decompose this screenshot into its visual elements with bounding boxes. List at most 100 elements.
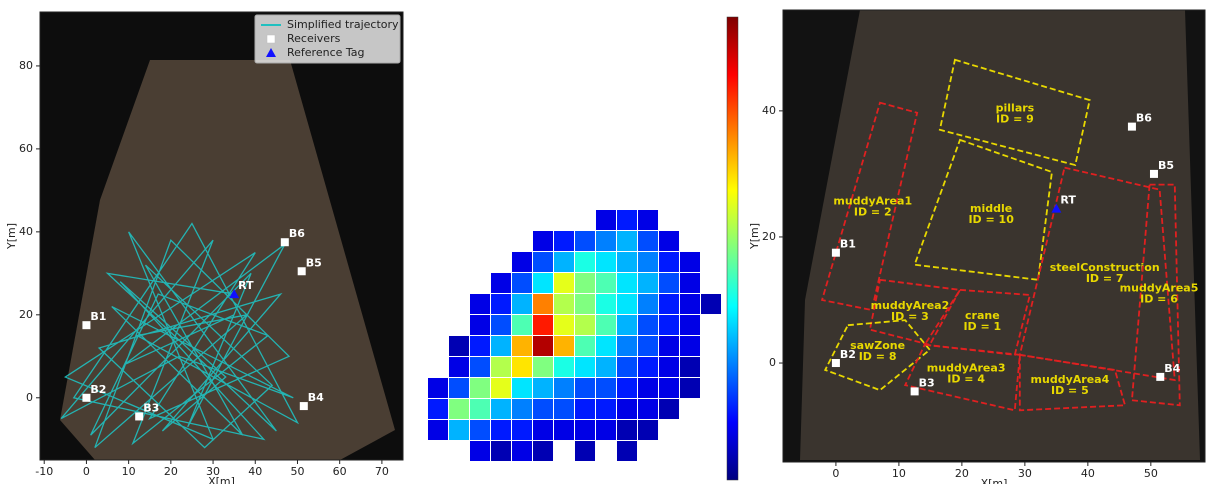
heatmap-cell xyxy=(512,315,532,335)
heatmap-cell xyxy=(680,273,700,293)
heatmap-cell xyxy=(575,336,595,356)
x-tick-label: -10 xyxy=(35,465,53,478)
y-tick-label: 20 xyxy=(19,308,33,321)
heatmap-cell xyxy=(680,357,700,377)
heatmap-cell xyxy=(659,252,679,272)
y-tick-label: 20 xyxy=(762,230,776,243)
heatmap-cell xyxy=(617,336,637,356)
heatmap-cell xyxy=(470,336,490,356)
zone-id: ID = 10 xyxy=(968,213,1014,226)
heatmap-cell xyxy=(512,441,532,461)
zone-id: ID = 7 xyxy=(1086,272,1124,285)
legend-marker xyxy=(266,34,276,44)
legend-box xyxy=(254,14,401,64)
point-label: B3 xyxy=(919,376,935,389)
point-label: RT xyxy=(238,279,254,292)
y-axis-label: Y[m] xyxy=(5,223,18,250)
receiver xyxy=(280,238,289,247)
receiver xyxy=(1156,372,1165,381)
colorbar xyxy=(726,16,739,481)
zone-id: ID = 3 xyxy=(891,310,929,323)
heatmap-cell xyxy=(638,399,658,419)
heatmap-cell xyxy=(638,378,658,398)
heatmap-cell xyxy=(659,294,679,314)
heatmap-cell xyxy=(596,399,616,419)
heatmap-cell xyxy=(596,315,616,335)
zone-name: crane xyxy=(965,309,1000,322)
heatmap-cell xyxy=(659,273,679,293)
point-label: B3 xyxy=(143,401,159,414)
zone xyxy=(820,101,919,312)
x-tick-label: 30 xyxy=(1018,467,1032,480)
heatmap-cell xyxy=(428,399,448,419)
heatmap-cell xyxy=(533,315,553,335)
x-tick-label: 10 xyxy=(892,467,906,480)
x-tick-label: 20 xyxy=(164,465,178,478)
zone-id: ID = 5 xyxy=(1051,384,1089,397)
zone xyxy=(823,319,932,392)
y-tick-label: 0 xyxy=(769,356,776,369)
zone-name: steelConstruction xyxy=(1050,261,1160,274)
heatmap-cell xyxy=(491,273,511,293)
x-axis-label: X[m] xyxy=(981,477,1008,484)
heatmap-cell xyxy=(659,315,679,335)
point-cloud xyxy=(60,60,395,460)
heatmap-cell xyxy=(575,357,595,377)
receiver xyxy=(910,387,919,396)
zone xyxy=(938,58,1091,167)
heatmap-cell xyxy=(659,336,679,356)
y-tick-label: 0 xyxy=(26,391,33,404)
heatmap-cell xyxy=(575,315,595,335)
heatmap-cell xyxy=(659,399,679,419)
heatmap-cell xyxy=(512,273,532,293)
heatmap-cell xyxy=(638,210,658,230)
heatmap-cell xyxy=(596,273,616,293)
heatmap-cell xyxy=(470,294,490,314)
zone-name: muddyArea2 xyxy=(871,299,950,312)
zone xyxy=(868,278,962,346)
legend-label: Reference Tag xyxy=(287,46,365,59)
x-tick-label: 50 xyxy=(290,465,304,478)
receiver xyxy=(1127,122,1136,131)
point-label: B2 xyxy=(840,348,856,361)
heatmap-cell xyxy=(491,441,511,461)
heatmap-cell xyxy=(596,294,616,314)
heatmap-cell xyxy=(449,357,469,377)
zone-name: muddyArea5 xyxy=(1120,282,1199,295)
zone xyxy=(903,343,1021,412)
heatmap-cell xyxy=(533,273,553,293)
heatmap-cell xyxy=(575,252,595,272)
heatmap-cell xyxy=(470,399,490,419)
heatmap-cell xyxy=(659,378,679,398)
x-tick-label: 30 xyxy=(206,465,220,478)
heatmap-cell xyxy=(617,420,637,440)
heatmap-cell xyxy=(491,336,511,356)
x-tick-label: 40 xyxy=(248,465,262,478)
heatmap-cell xyxy=(638,336,658,356)
heatmap-cell xyxy=(617,399,637,419)
heatmap-cell xyxy=(533,357,553,377)
receiver xyxy=(297,267,306,276)
zone xyxy=(1018,166,1176,382)
heatmap-cell xyxy=(554,336,574,356)
zone-name: pillars xyxy=(996,102,1035,115)
heatmap-cell xyxy=(470,420,490,440)
zone xyxy=(1018,353,1127,412)
heatmap-cell xyxy=(470,357,490,377)
heatmap-cell xyxy=(470,378,490,398)
heatmap-cell xyxy=(512,357,532,377)
reference-tag xyxy=(1051,203,1062,213)
point-cloud xyxy=(800,10,1200,460)
heatmap-cell xyxy=(533,252,553,272)
heatmap-cell xyxy=(533,336,553,356)
point-label: B1 xyxy=(840,238,856,251)
heatmap-cell xyxy=(701,294,721,314)
heatmap-cell xyxy=(449,399,469,419)
heatmap-cell xyxy=(512,336,532,356)
zone-name: muddyArea4 xyxy=(1031,373,1110,386)
point-label: B5 xyxy=(306,256,322,269)
heatmap-cell xyxy=(575,294,595,314)
heatmap-cell xyxy=(491,315,511,335)
